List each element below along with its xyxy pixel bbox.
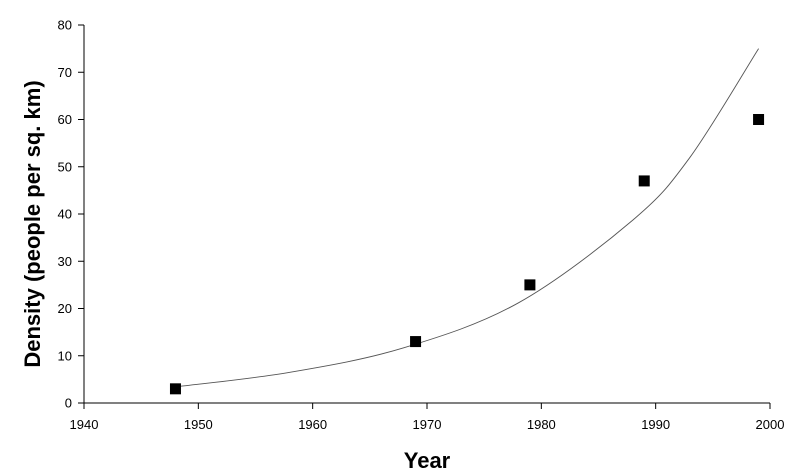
x-tick-label: 1980	[527, 417, 556, 432]
y-tick-label: 80	[58, 18, 72, 33]
x-tick-label: 1990	[641, 417, 670, 432]
trendline	[175, 48, 759, 388]
x-tick-label: 1940	[70, 417, 99, 432]
y-tick-label: 10	[58, 348, 72, 363]
data-point	[753, 114, 765, 125]
y-tick-label: 40	[58, 207, 72, 222]
data-point	[169, 383, 181, 395]
x-axis-title: Year	[404, 448, 451, 472]
y-tick-label: 60	[58, 112, 72, 127]
data-point	[524, 279, 536, 291]
x-tick-label: 2000	[756, 417, 785, 432]
y-ticks: 0 10 20 30 40 50 60 70 80	[58, 18, 84, 411]
x-tick-label: 1960	[298, 417, 327, 432]
y-tick-label: 30	[58, 254, 72, 269]
x-tick-label: 1970	[413, 417, 442, 432]
data-points	[169, 114, 765, 395]
data-point	[410, 336, 422, 348]
y-tick-label: 70	[58, 65, 72, 80]
data-point	[638, 175, 650, 187]
x-tick-label: 1950	[184, 417, 213, 432]
y-tick-label: 20	[58, 301, 72, 316]
x-ticks: 1940 1950 1960 1970 1980 1990 2000	[70, 403, 785, 432]
y-axis-title: Density (people per sq. km)	[20, 80, 45, 367]
y-tick-label: 0	[65, 396, 72, 411]
y-tick-label: 50	[58, 159, 72, 174]
